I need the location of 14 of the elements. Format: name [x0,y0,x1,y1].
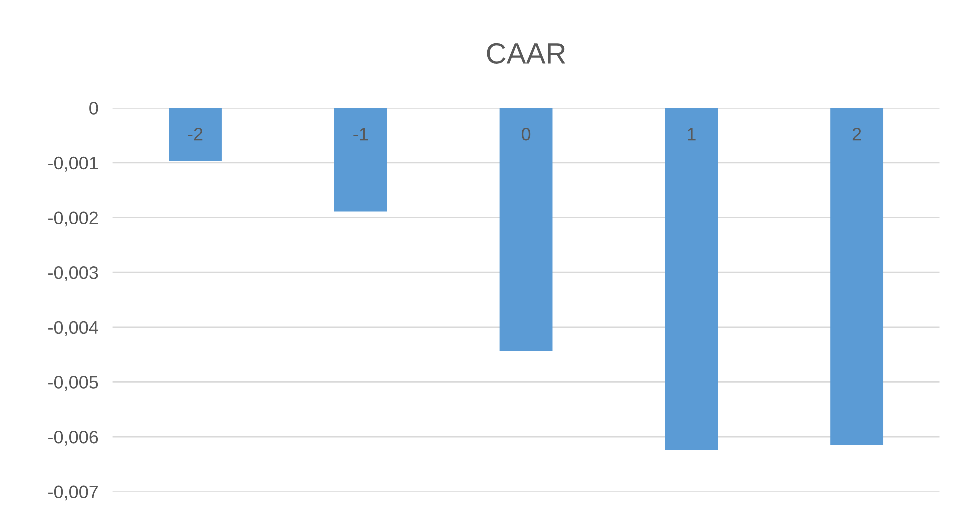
x-tick-label: -1 [354,128,368,141]
y-tick-label: -0,007 [48,486,98,501]
x-tick-label: -2 [188,128,203,141]
x-tick-label: 0 [522,128,531,141]
y-tick-label: -0,001 [48,156,98,172]
x-tick-label: 1 [688,128,696,141]
y-tick-label: -0,005 [48,376,98,392]
y-tick-label: -0,003 [48,266,98,282]
x-tick-label: 2 [852,128,862,141]
y-tick-label: -0,002 [48,212,98,227]
chart-title: CAAR [487,43,566,64]
y-tick-label: -0,004 [48,321,98,336]
y-tick-label: 0 [90,102,98,115]
y-tick-label: -0,006 [48,430,98,446]
